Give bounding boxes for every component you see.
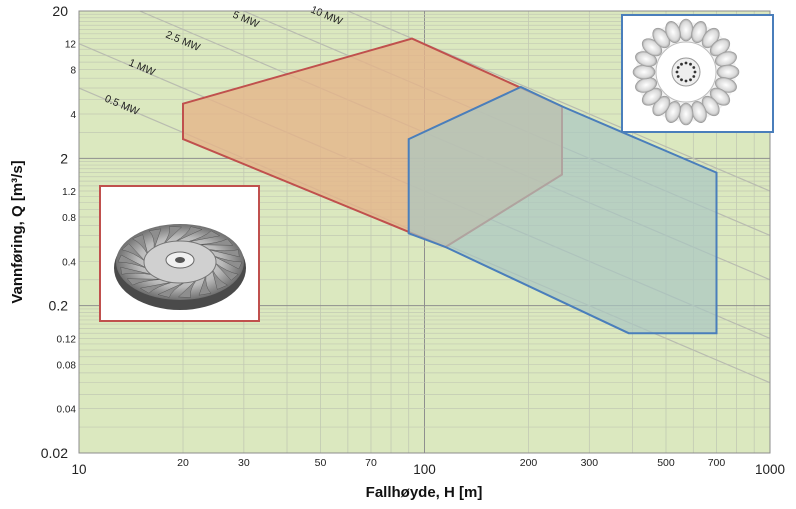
y-tick-label: 0.8 (62, 213, 76, 224)
runner-blade (211, 254, 243, 270)
x-tick-label: 30 (238, 457, 250, 469)
hub-bolt (693, 70, 697, 74)
runner-blade (173, 226, 203, 243)
turbine-region-2 (407, 85, 718, 335)
runner-blade (117, 254, 149, 270)
runner-blade (198, 274, 212, 296)
runner-blade (185, 230, 221, 243)
hub-bolt (689, 78, 692, 82)
y-tick-label: 0.04 (57, 405, 77, 416)
runner-blade (162, 226, 183, 245)
runner-blade (126, 278, 164, 286)
pelton-bucket (678, 18, 694, 42)
x-axis-ticks: 10 20 30 50 70 100 200 300 500 700 1000 (71, 457, 785, 477)
hub-bolt (692, 75, 696, 78)
hub-bolt (689, 62, 692, 66)
hub-bolt (676, 75, 680, 78)
runner-blade (211, 268, 229, 290)
y-axis-ticks: 0.02 0.04 0.08 0.12 0.2 0.4 0.8 1.2 2 4 8 12 20 (41, 3, 77, 461)
runner-blade (205, 248, 240, 258)
runner-blade (196, 238, 234, 246)
francis-runner-image (99, 185, 260, 322)
y-tick-label: 0.02 (41, 445, 68, 461)
x-tick-label: 10 (71, 462, 86, 477)
y-tick-label: 0.08 (57, 360, 77, 371)
x-tick-label: 70 (365, 457, 377, 469)
y-tick-label: 2 (60, 150, 68, 166)
y-tick-label: 1.2 (62, 187, 76, 198)
plot-border (78, 10, 771, 454)
y-axis-title: Vannføring, Q [m³/s] (9, 160, 26, 303)
runner-blade (121, 243, 147, 263)
x-tick-label: 700 (708, 457, 726, 469)
x-axis-title: Fallhøyde, H [m] (366, 484, 483, 501)
x-tick-label: 200 (520, 457, 538, 469)
y-tick-label: 12 (65, 40, 77, 51)
runner-blade (157, 281, 187, 298)
pelton-bucket (678, 102, 694, 126)
pelton-bucket (716, 64, 740, 80)
y-tick-label: 8 (70, 66, 76, 77)
runner-blade (120, 266, 155, 276)
x-tick-label: 1000 (755, 462, 785, 477)
x-tick-label: 20 (177, 457, 189, 469)
y-tick-label: 0.12 (57, 334, 77, 345)
x-tick-label: 500 (657, 457, 675, 469)
pelton-bucket (665, 21, 681, 44)
x-tick-label: 50 (315, 457, 327, 469)
hub-bolt (680, 78, 683, 82)
y-tick-label: 0.2 (49, 298, 69, 314)
runner-blade (139, 281, 175, 294)
turbine-regions (182, 37, 718, 335)
pelton-runner-image (621, 14, 774, 133)
runner-blade (177, 279, 198, 298)
hub-bolt (675, 70, 679, 74)
x-tick-label: 300 (581, 457, 599, 469)
runner-blade (131, 234, 149, 256)
pelton-bucket (632, 64, 656, 80)
x-tick-label: 100 (413, 462, 436, 477)
y-tick-label: 0.4 (62, 257, 76, 268)
y-tick-label: 4 (70, 110, 76, 121)
hub-bolt (680, 62, 683, 66)
hub-bolt (676, 66, 680, 69)
hub-bolt (692, 66, 696, 69)
y-tick-label: 20 (52, 3, 68, 19)
runner-blade (213, 261, 239, 281)
hub-bolt (684, 61, 688, 65)
runner-blade (148, 228, 162, 250)
hub-bolt (684, 79, 688, 83)
